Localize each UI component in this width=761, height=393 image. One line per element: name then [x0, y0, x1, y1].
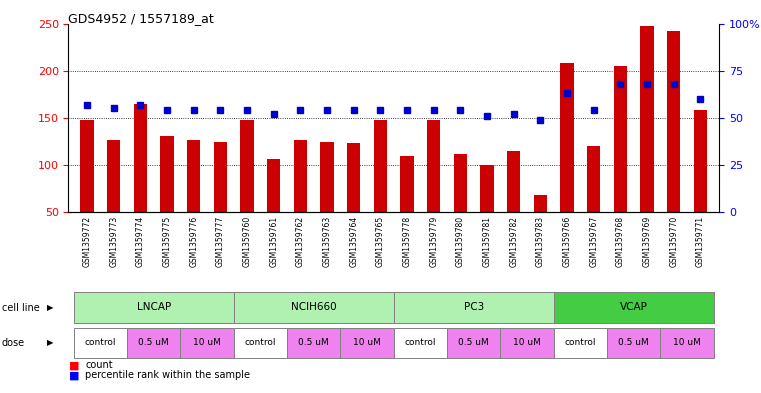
- Text: cell line: cell line: [2, 303, 40, 312]
- Text: GSM1359775: GSM1359775: [163, 216, 172, 267]
- Bar: [161, 136, 174, 212]
- Text: 10 uM: 10 uM: [353, 338, 381, 347]
- Text: GSM1359768: GSM1359768: [616, 216, 625, 267]
- Bar: [480, 165, 494, 212]
- Text: GSM1359761: GSM1359761: [269, 216, 279, 267]
- Bar: [587, 146, 600, 212]
- Text: control: control: [84, 338, 116, 347]
- Text: 0.5 uM: 0.5 uM: [139, 338, 169, 347]
- Text: GSM1359766: GSM1359766: [562, 216, 572, 267]
- Bar: [320, 142, 334, 212]
- Bar: [81, 120, 94, 212]
- Text: GSM1359760: GSM1359760: [243, 216, 252, 267]
- Bar: [501, 328, 554, 358]
- Text: 0.5 uM: 0.5 uM: [458, 338, 489, 347]
- Text: GSM1359777: GSM1359777: [216, 216, 225, 267]
- Text: 10 uM: 10 uM: [673, 338, 701, 347]
- Bar: [107, 140, 120, 212]
- Text: control: control: [565, 338, 596, 347]
- Bar: [614, 66, 627, 212]
- Text: GSM1359770: GSM1359770: [670, 216, 678, 267]
- Bar: [554, 292, 714, 323]
- Text: GSM1359762: GSM1359762: [296, 216, 305, 267]
- Text: LNCAP: LNCAP: [137, 302, 171, 312]
- Bar: [694, 110, 707, 212]
- Bar: [134, 104, 147, 212]
- Text: GSM1359771: GSM1359771: [696, 216, 705, 267]
- Text: GSM1359780: GSM1359780: [456, 216, 465, 267]
- Bar: [661, 328, 714, 358]
- Text: NCIH660: NCIH660: [291, 302, 336, 312]
- Text: GSM1359778: GSM1359778: [403, 216, 412, 267]
- Bar: [234, 328, 287, 358]
- Bar: [607, 328, 661, 358]
- Bar: [533, 195, 547, 212]
- Bar: [561, 63, 574, 212]
- Text: control: control: [405, 338, 436, 347]
- Bar: [347, 143, 361, 212]
- Text: GSM1359772: GSM1359772: [83, 216, 91, 267]
- Text: GSM1359783: GSM1359783: [536, 216, 545, 267]
- Bar: [74, 292, 234, 323]
- Text: GSM1359763: GSM1359763: [323, 216, 332, 267]
- Text: GSM1359765: GSM1359765: [376, 216, 385, 267]
- Text: control: control: [245, 338, 276, 347]
- Text: PC3: PC3: [463, 302, 484, 312]
- Text: GSM1359773: GSM1359773: [110, 216, 118, 267]
- Bar: [287, 328, 340, 358]
- Bar: [187, 140, 200, 212]
- Bar: [127, 328, 180, 358]
- Bar: [447, 328, 501, 358]
- Text: 10 uM: 10 uM: [193, 338, 221, 347]
- Text: GDS4952 / 1557189_at: GDS4952 / 1557189_at: [68, 12, 215, 25]
- Bar: [400, 156, 414, 212]
- Text: GSM1359776: GSM1359776: [189, 216, 199, 267]
- Text: GSM1359769: GSM1359769: [642, 216, 651, 267]
- Bar: [294, 140, 307, 212]
- Text: VCAP: VCAP: [620, 302, 648, 312]
- Text: GSM1359779: GSM1359779: [429, 216, 438, 267]
- Text: 0.5 uM: 0.5 uM: [619, 338, 649, 347]
- Bar: [267, 160, 281, 212]
- Text: GSM1359774: GSM1359774: [136, 216, 145, 267]
- Text: GSM1359782: GSM1359782: [509, 216, 518, 267]
- Bar: [427, 120, 441, 212]
- Bar: [234, 292, 394, 323]
- Bar: [74, 328, 127, 358]
- Bar: [340, 328, 394, 358]
- Bar: [214, 142, 227, 212]
- Text: count: count: [85, 360, 113, 371]
- Bar: [667, 31, 680, 212]
- Bar: [454, 154, 467, 212]
- Text: GSM1359767: GSM1359767: [589, 216, 598, 267]
- Bar: [507, 151, 521, 212]
- Text: dose: dose: [2, 338, 24, 348]
- Bar: [554, 328, 607, 358]
- Bar: [394, 292, 554, 323]
- Text: percentile rank within the sample: percentile rank within the sample: [85, 370, 250, 380]
- Text: ■: ■: [68, 360, 79, 371]
- Bar: [394, 328, 447, 358]
- Bar: [180, 328, 234, 358]
- Text: ▶: ▶: [47, 303, 54, 312]
- Text: 0.5 uM: 0.5 uM: [298, 338, 330, 347]
- Text: GSM1359781: GSM1359781: [482, 216, 492, 267]
- Bar: [374, 120, 387, 212]
- Bar: [240, 120, 254, 212]
- Text: 10 uM: 10 uM: [513, 338, 541, 347]
- Text: GSM1359764: GSM1359764: [349, 216, 358, 267]
- Text: ▶: ▶: [47, 338, 54, 347]
- Bar: [641, 26, 654, 212]
- Text: ■: ■: [68, 370, 79, 380]
